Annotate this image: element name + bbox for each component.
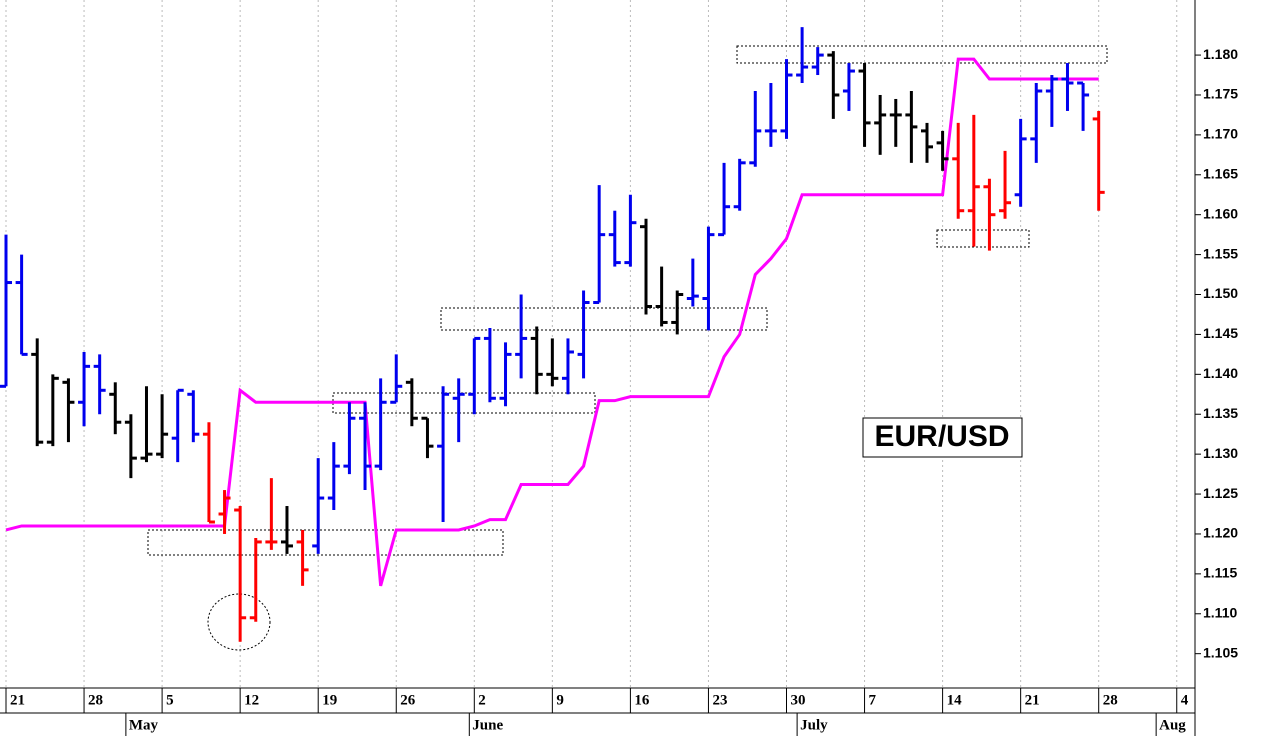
annotation-box: [862, 417, 1023, 458]
marks: [0, 27, 1105, 642]
x-tick-label: 28: [88, 692, 103, 708]
y-tick-label: 1.120: [1203, 525, 1238, 541]
y-axis-labels: 1.105 1.110 1.115 1.120 1.125 1.130 1.135 1.140…: [1195, 46, 1238, 660]
stop-line: [5, 57, 1099, 587]
y-tick-label: 1.180: [1203, 46, 1238, 62]
y-tick-label: 1.145: [1203, 325, 1238, 341]
support-zone: [440, 307, 768, 331]
month-label: Aug: [1159, 717, 1186, 733]
y-tick-label: 1.135: [1203, 405, 1238, 421]
y-tick-label: 1.170: [1203, 126, 1238, 142]
x-tick-label: 19: [322, 692, 337, 708]
x-tick-label: 5: [166, 692, 174, 708]
resistance-zone: [736, 45, 1108, 64]
x-tick-label: 26: [400, 692, 416, 708]
support-zone: [147, 529, 504, 556]
month-label: May: [129, 717, 159, 733]
x-tick-label: 21: [10, 692, 25, 708]
y-tick-label: 1.110: [1203, 604, 1237, 620]
grid: [5, 0, 1178, 688]
annotation: EUR/USD: [874, 420, 1009, 453]
y-tick-label: 1.125: [1203, 485, 1238, 501]
x-tick-label: 2: [478, 692, 486, 708]
month-label: June: [472, 717, 503, 733]
y-tick-label: 1.130: [1203, 445, 1238, 461]
low-circle: [207, 593, 271, 651]
y-tick-label: 1.115: [1203, 565, 1237, 581]
x-tick-label: 14: [947, 692, 963, 708]
x-tick-label: 12: [244, 692, 259, 708]
x-tick-label: 9: [556, 692, 564, 708]
x-tick-label: 28: [1103, 692, 1118, 708]
x-tick-label: 7: [869, 692, 877, 708]
x-tick-label: 4: [1181, 692, 1189, 708]
y-tick-label: 1.140: [1203, 365, 1238, 381]
y-tick-label: 1.160: [1203, 205, 1238, 221]
y-tick-label: 1.105: [1203, 644, 1238, 660]
x-tick-label: 30: [791, 692, 806, 708]
x-tick-label: 23: [712, 692, 727, 708]
month-label: July: [800, 717, 828, 733]
support-zone: [936, 229, 1030, 248]
y-tick-label: 1.165: [1203, 165, 1238, 181]
x-tick-label: 21: [1025, 692, 1040, 708]
support-zone: [332, 392, 596, 414]
y-tick-label: 1.150: [1203, 285, 1238, 301]
y-tick-label: 1.175: [1203, 86, 1238, 102]
y-tick-label: 1.155: [1203, 245, 1238, 261]
x-tick-label: 16: [634, 692, 650, 708]
axes: 21 28 May 5 12 19 26 2 June 9 16 23 30 July 7 14 21 28 Aug…: [5, 688, 1189, 736]
